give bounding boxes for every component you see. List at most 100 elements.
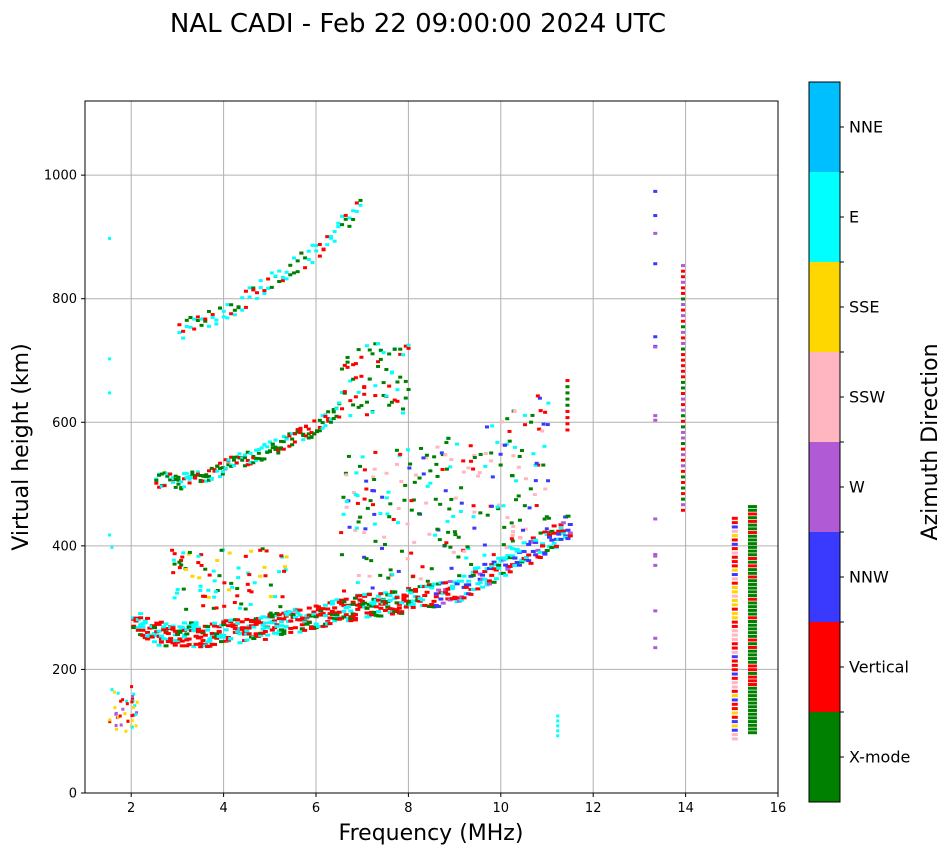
- echo-point: [395, 521, 400, 525]
- echo-point: [392, 590, 398, 594]
- echo-point: [351, 377, 356, 381]
- echo-point: [301, 432, 306, 436]
- echo-point: [182, 472, 187, 476]
- plot-frame: [84, 100, 779, 794]
- y-axis-label: Virtual height (km): [9, 343, 34, 550]
- echo-point: [345, 365, 350, 369]
- echo-point: [108, 391, 112, 395]
- echo-point: [526, 542, 532, 546]
- echo-point: [280, 595, 285, 599]
- echo-point: [514, 560, 520, 564]
- echo-point: [340, 391, 345, 395]
- echo-point: [365, 506, 370, 510]
- echo-point: [436, 588, 442, 592]
- colorbar-label: SSW: [849, 388, 885, 407]
- echo-point: [493, 568, 499, 572]
- echo-point: [235, 586, 240, 590]
- echo-point: [276, 451, 281, 455]
- echo-point: [229, 312, 234, 316]
- echo-point: [204, 479, 209, 483]
- echo-point: [521, 550, 527, 554]
- echo-point: [343, 213, 348, 217]
- echo-point: [403, 379, 408, 383]
- echo-point: [225, 303, 230, 307]
- echo-point: [459, 598, 465, 602]
- echo-point: [653, 262, 658, 266]
- echo-point: [396, 569, 401, 573]
- echo-point: [226, 463, 231, 467]
- echo-point: [260, 615, 266, 619]
- echo-point: [325, 607, 331, 611]
- echo-point: [290, 614, 296, 618]
- echo-point: [680, 347, 685, 351]
- echo-point: [454, 582, 460, 586]
- echo-point: [212, 469, 217, 473]
- echo-point: [731, 629, 738, 633]
- echo-point: [496, 507, 501, 511]
- echo-point: [229, 464, 234, 468]
- echo-point: [170, 626, 176, 630]
- echo-point: [495, 505, 500, 509]
- echo-point: [110, 545, 114, 549]
- echo-point: [283, 568, 288, 572]
- echo-point: [199, 553, 204, 557]
- echo-point: [472, 453, 477, 457]
- y-tick-label: 600: [52, 416, 77, 431]
- echo-point: [131, 626, 137, 630]
- echo-point: [251, 288, 256, 292]
- echo-point: [747, 631, 757, 635]
- echo-point: [528, 561, 534, 565]
- echo-point: [336, 610, 342, 614]
- echo-point: [306, 427, 311, 431]
- colorbar-label: NNW: [849, 568, 889, 587]
- echo-point: [532, 493, 537, 497]
- echo-point: [747, 560, 757, 564]
- echo-point: [362, 385, 367, 389]
- echo-point: [108, 718, 112, 722]
- echo-point: [291, 271, 296, 275]
- echo-point: [214, 322, 219, 326]
- echo-point: [249, 590, 254, 594]
- echo-point: [190, 472, 195, 476]
- echo-point: [452, 595, 458, 599]
- echo-point: [351, 363, 356, 367]
- echo-point: [533, 538, 539, 542]
- echo-point: [533, 463, 538, 467]
- echo-point: [274, 624, 280, 628]
- echo-point: [459, 501, 464, 505]
- echo-point: [145, 637, 151, 641]
- echo-point: [140, 628, 146, 632]
- echo-point: [653, 636, 658, 640]
- echo-point: [540, 542, 546, 546]
- echo-point: [747, 586, 757, 590]
- echo-point: [731, 620, 738, 624]
- echo-point: [551, 541, 557, 545]
- echo-point: [193, 621, 199, 625]
- echo-point: [212, 624, 218, 628]
- echo-point: [151, 640, 157, 644]
- echo-point: [401, 353, 406, 357]
- echo-point: [162, 484, 167, 488]
- echo-point: [451, 550, 456, 554]
- echo-point: [277, 280, 282, 284]
- echo-point: [191, 626, 197, 630]
- echo-point: [747, 675, 757, 679]
- echo-point: [191, 644, 197, 648]
- echo-point: [156, 622, 162, 626]
- echo-point: [303, 266, 308, 270]
- echo-point: [536, 463, 541, 467]
- echo-point: [496, 556, 502, 560]
- echo-point: [273, 447, 278, 451]
- echo-point: [332, 619, 338, 623]
- echo-point: [512, 556, 518, 560]
- echo-point: [731, 733, 738, 737]
- echo-point: [273, 595, 278, 599]
- echo-point: [371, 602, 377, 606]
- echo-point: [452, 530, 457, 534]
- echo-point: [534, 461, 539, 465]
- echo-point: [215, 558, 220, 562]
- echo-point: [486, 582, 492, 586]
- echo-point: [419, 598, 425, 602]
- echo-point: [747, 597, 757, 601]
- echo-point: [341, 512, 346, 516]
